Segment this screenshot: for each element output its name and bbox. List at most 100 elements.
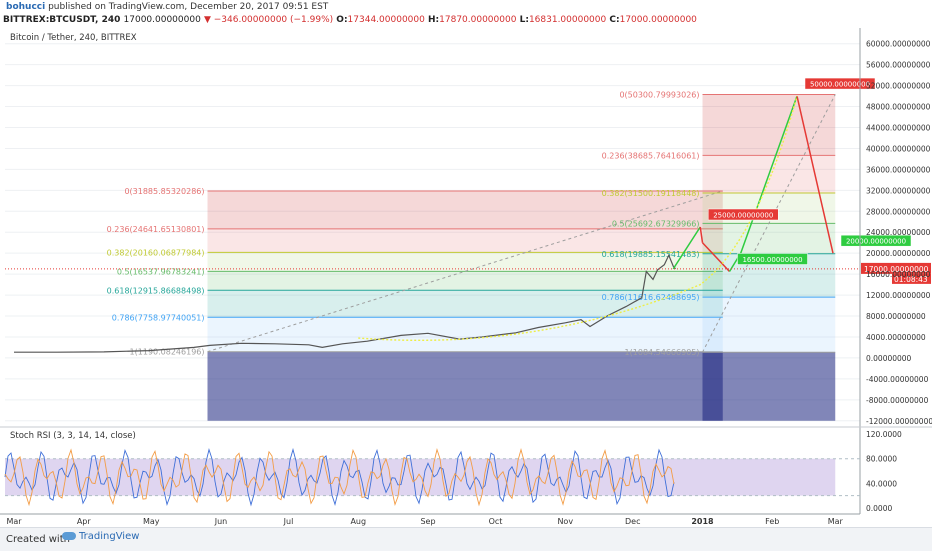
rsi-panel: Stoch RSI (3, 3, 14, 14, close) 120.0000 8…: [0, 426, 932, 513]
close-value: 17000.00000000: [619, 15, 697, 25]
fib-retracement: 0(31885.85320286) 0.236(24641.65130801) 0.…: [107, 187, 723, 421]
tradingview-brand[interactable]: TradingView: [62, 531, 139, 542]
open-label: O:: [336, 15, 348, 25]
fib-level-label: 0.5(25692.67329966): [612, 219, 700, 228]
fib-zone: [207, 317, 723, 352]
y-axis: 60000.00000000 56000.00000000 52000.000000…: [859, 28, 932, 514]
y-tick-label: 20000.00000000: [866, 249, 931, 258]
fib-level-label: 0.236(24641.65130801): [107, 225, 205, 234]
y-tick-label: 56000.00000000: [866, 61, 931, 70]
rsi-tick-label: 80.0000: [866, 455, 897, 464]
y-tick-label: 8000.00000000: [866, 312, 926, 321]
x-tick-label: Nov: [557, 517, 573, 526]
chart-background: [0, 28, 932, 527]
y-tick-label: 32000.00000000: [866, 186, 931, 195]
fib-level-label: 0.786(11616.62488695): [602, 293, 700, 302]
low-value: 16831.00000000: [528, 15, 607, 25]
rsi-title: Stoch RSI (3, 3, 14, 14, close): [10, 431, 136, 441]
high-label: H:: [428, 15, 440, 25]
projection-label: 20000.00000000: [846, 238, 906, 246]
fib-zone: [702, 297, 836, 353]
chart-header: bohucci published on TradingView.com, De…: [0, 0, 932, 28]
x-tick-label: Jun: [214, 517, 228, 526]
fib-level-label: 0.618(12915.86688498): [107, 286, 205, 295]
fib-level-label: 1(1190.08246196): [130, 348, 205, 357]
x-tick-label: Feb: [765, 517, 779, 526]
y-tick-label: 0.00000000: [866, 354, 912, 363]
y-tick-label: -12000.00000000: [866, 417, 932, 426]
current-price-label: 17000.00000000: [864, 265, 929, 274]
projection-curve: [358, 95, 798, 342]
price-line: [14, 253, 676, 353]
x-tick-label: Sep: [420, 517, 435, 526]
price-change: ▼ −346.00000000 (−1.99%): [203, 15, 334, 25]
x-tick-label: Aug: [350, 517, 366, 526]
projection-segment: [796, 95, 834, 254]
projection-segment: [701, 242, 731, 273]
projection-label-box: [737, 253, 808, 265]
chart-area[interactable]: 0(31885.85320286) 0.236(24641.65130801) 0.…: [0, 28, 932, 527]
countdown-label: 01:08:43: [894, 275, 928, 284]
x-tick-label: Mar: [6, 517, 22, 526]
y-tick-label: 24000.00000000: [866, 228, 931, 237]
y-tick-label: 4000.00000000: [866, 333, 926, 342]
y-tick-label: 52000.00000000: [866, 82, 931, 91]
fib-zone: [207, 190, 723, 229]
fib-level-label: 0.382(20160.06877984): [107, 248, 205, 257]
x-tick-label: Dec: [625, 517, 640, 526]
fib-level-label: 0(31885.85320286): [124, 187, 204, 196]
fib-zone: [207, 290, 723, 318]
fib-level-label: 0.236(38685.76416061): [602, 151, 700, 160]
y-tick-label: 60000.00000000: [866, 40, 931, 49]
y-tick-label: 48000.00000000: [866, 103, 931, 112]
fib-level-label: 0(50300.79993026): [619, 91, 699, 100]
fib-zone: [207, 252, 723, 272]
ohlc-line: BITTREX:BTCUSDT, 240 17000.00000000 ▼ −3…: [3, 15, 697, 25]
x-axis: Mar Apr May Jun Jul Aug Sep Oct Nov Dec 2018 Feb Mar: [0, 513, 860, 526]
fib-extension-zone: [207, 351, 723, 421]
projection-label: 50000.00000000: [810, 81, 870, 89]
fib-zone: [207, 271, 723, 291]
projection-label-box: [708, 208, 779, 221]
fib-level-label: 0.786(7758.97740051): [112, 313, 205, 322]
countdown-box: [892, 273, 931, 284]
y-tick-label: 16000.00000000: [866, 270, 931, 279]
current-price-box: [861, 262, 931, 274]
fib-zone: [702, 223, 836, 254]
rsi-tick-label: 0.0000: [866, 504, 892, 513]
y-tick-label: -8000.00000000: [866, 396, 929, 405]
close-label: C:: [609, 15, 620, 25]
projection-segment: [672, 226, 701, 270]
y-tick-label: 12000.00000000: [866, 291, 931, 300]
projection: 25000.00000000 16500.00000000 50000.000000…: [358, 77, 912, 342]
x-tick-label: Mar: [828, 517, 844, 526]
tradingview-cloud-icon: [62, 532, 76, 540]
symbol-label: BITTREX:BTCUSDT, 240: [3, 15, 121, 25]
fib-extension-zone: [702, 352, 836, 421]
rsi-tick-label: 40.0000: [866, 479, 897, 488]
fib-level-label: 0.382(31500.19118448): [602, 189, 700, 198]
author-name[interactable]: bohucci: [6, 2, 46, 12]
high-value: 17870.00000000: [439, 15, 517, 25]
y-tick-label: 44000.00000000: [866, 124, 931, 133]
x-tick-label: Oct: [489, 517, 503, 526]
projection-label: 16500.00000000: [742, 256, 802, 264]
x-tick-label: Apr: [77, 517, 92, 526]
fib-level-label: 0.618(19885.15541483): [602, 250, 700, 259]
projection-label-box: [840, 234, 912, 247]
rsi-band: [5, 458, 836, 496]
open-value: 17344.00000000: [347, 15, 425, 25]
low-label: L:: [519, 15, 529, 25]
fib-trend-line: [702, 94, 836, 353]
fib-level-label: 0.5(16537.96783241): [117, 267, 205, 276]
projection-label-box: [804, 77, 876, 90]
publication-line: bohucci published on TradingView.com, De…: [6, 2, 328, 12]
footer: Created with TradingView: [0, 527, 932, 551]
x-tick-label: May: [143, 517, 160, 526]
fib-zone: [702, 94, 836, 156]
y-tick-label: 40000.00000000: [866, 144, 931, 153]
y-tick-label: 36000.00000000: [866, 165, 931, 174]
tradingview-label: TradingView: [79, 531, 140, 542]
projection-segment: [699, 226, 704, 243]
x-tick-label: Jul: [283, 517, 294, 526]
